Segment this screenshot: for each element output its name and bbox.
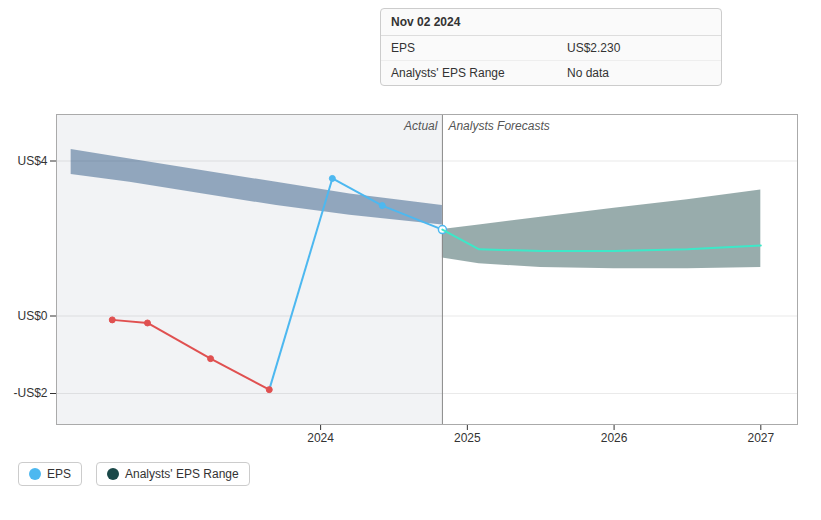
- svg-text:2025: 2025: [454, 431, 481, 445]
- html-text:EPS: EPS: [391, 41, 415, 55]
- html-text:EPS: EPS: [47, 467, 71, 481]
- svg-text:2024: 2024: [307, 431, 334, 445]
- html-text:US$2.230: US$2.230: [567, 41, 621, 55]
- html-text:Analysts' EPS Range: Analysts' EPS Range: [391, 66, 505, 80]
- svg-text:Actual: Actual: [403, 119, 438, 133]
- svg-text:US$0: US$0: [17, 309, 47, 323]
- svg-text:2027: 2027: [747, 431, 774, 445]
- html-text:Analysts' EPS Range: Analysts' EPS Range: [125, 467, 239, 481]
- svg-text:US$4: US$4: [17, 154, 47, 168]
- svg-text:Analysts Forecasts: Analysts Forecasts: [447, 119, 549, 133]
- svg-text:-US$2: -US$2: [13, 386, 47, 400]
- html-text:No data: No data: [567, 66, 609, 80]
- html-text:Nov 02 2024: Nov 02 2024: [391, 15, 461, 29]
- svg-text:2026: 2026: [601, 431, 628, 445]
